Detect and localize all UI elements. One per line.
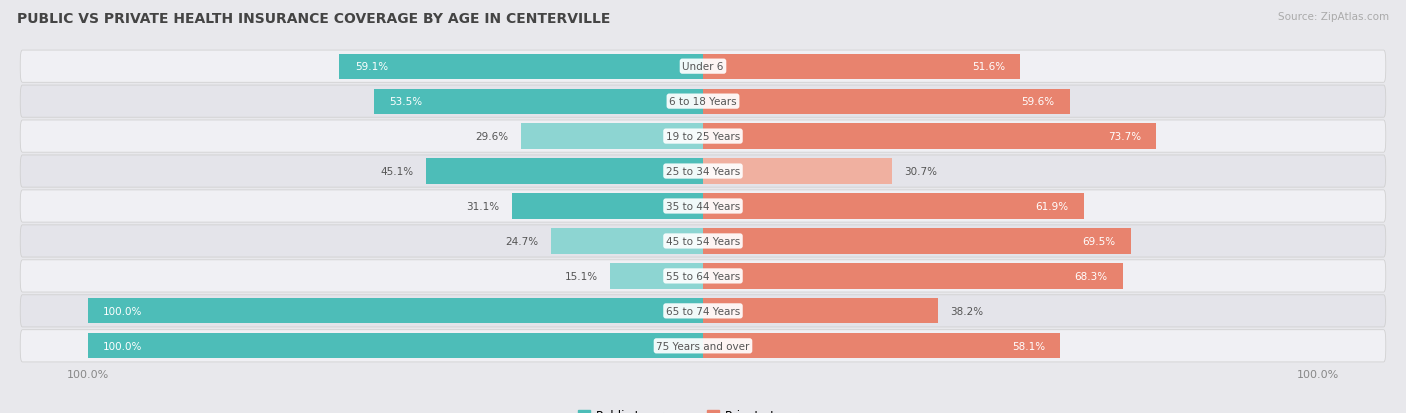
FancyBboxPatch shape: [20, 260, 1386, 292]
Text: 45.1%: 45.1%: [380, 166, 413, 177]
Bar: [703, 263, 1123, 289]
Text: 69.5%: 69.5%: [1083, 236, 1115, 247]
Bar: [87, 333, 703, 358]
Text: Source: ZipAtlas.com: Source: ZipAtlas.com: [1278, 12, 1389, 22]
Text: 100.0%: 100.0%: [103, 306, 142, 316]
FancyBboxPatch shape: [20, 190, 1386, 223]
Bar: [87, 299, 703, 324]
Bar: [703, 159, 891, 184]
Bar: [339, 55, 703, 80]
Text: 59.1%: 59.1%: [354, 62, 388, 72]
Text: 29.6%: 29.6%: [475, 132, 509, 142]
Bar: [703, 89, 1070, 114]
Text: 38.2%: 38.2%: [950, 306, 983, 316]
Bar: [703, 124, 1156, 150]
Bar: [426, 159, 703, 184]
Text: PUBLIC VS PRIVATE HEALTH INSURANCE COVERAGE BY AGE IN CENTERVILLE: PUBLIC VS PRIVATE HEALTH INSURANCE COVER…: [17, 12, 610, 26]
Text: 53.5%: 53.5%: [389, 97, 422, 107]
Bar: [512, 194, 703, 219]
FancyBboxPatch shape: [20, 225, 1386, 257]
Text: 15.1%: 15.1%: [565, 271, 598, 281]
Text: 6 to 18 Years: 6 to 18 Years: [669, 97, 737, 107]
Text: 75 Years and over: 75 Years and over: [657, 341, 749, 351]
Text: 73.7%: 73.7%: [1108, 132, 1142, 142]
Bar: [374, 89, 703, 114]
Text: 58.1%: 58.1%: [1012, 341, 1045, 351]
Text: Under 6: Under 6: [682, 62, 724, 72]
Text: 24.7%: 24.7%: [506, 236, 538, 247]
Bar: [703, 299, 938, 324]
Text: 25 to 34 Years: 25 to 34 Years: [666, 166, 740, 177]
Text: 31.1%: 31.1%: [467, 202, 499, 211]
Bar: [703, 333, 1060, 358]
FancyBboxPatch shape: [20, 156, 1386, 188]
Legend: Public Insurance, Private Insurance: Public Insurance, Private Insurance: [574, 404, 832, 413]
Text: 51.6%: 51.6%: [972, 62, 1005, 72]
Text: 35 to 44 Years: 35 to 44 Years: [666, 202, 740, 211]
Text: 59.6%: 59.6%: [1021, 97, 1054, 107]
Text: 68.3%: 68.3%: [1074, 271, 1108, 281]
FancyBboxPatch shape: [20, 295, 1386, 327]
Text: 100.0%: 100.0%: [103, 341, 142, 351]
Text: 61.9%: 61.9%: [1035, 202, 1069, 211]
Bar: [703, 194, 1084, 219]
Bar: [703, 55, 1021, 80]
Text: 19 to 25 Years: 19 to 25 Years: [666, 132, 740, 142]
FancyBboxPatch shape: [20, 330, 1386, 362]
Bar: [551, 229, 703, 254]
Text: 55 to 64 Years: 55 to 64 Years: [666, 271, 740, 281]
FancyBboxPatch shape: [20, 86, 1386, 118]
Bar: [520, 124, 703, 150]
Text: 45 to 54 Years: 45 to 54 Years: [666, 236, 740, 247]
Text: 65 to 74 Years: 65 to 74 Years: [666, 306, 740, 316]
FancyBboxPatch shape: [20, 51, 1386, 83]
FancyBboxPatch shape: [20, 121, 1386, 153]
Text: 30.7%: 30.7%: [904, 166, 938, 177]
Bar: [703, 229, 1130, 254]
Bar: [610, 263, 703, 289]
